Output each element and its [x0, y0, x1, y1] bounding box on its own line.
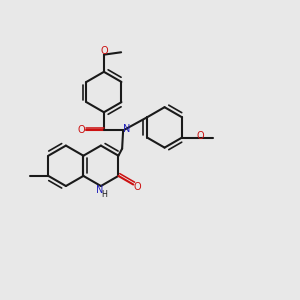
Text: O: O	[78, 125, 86, 135]
Text: O: O	[133, 182, 141, 192]
Text: H: H	[101, 190, 107, 199]
Text: N: N	[123, 124, 130, 134]
Text: O: O	[100, 46, 108, 56]
Text: N: N	[96, 185, 103, 196]
Text: O: O	[197, 131, 205, 141]
